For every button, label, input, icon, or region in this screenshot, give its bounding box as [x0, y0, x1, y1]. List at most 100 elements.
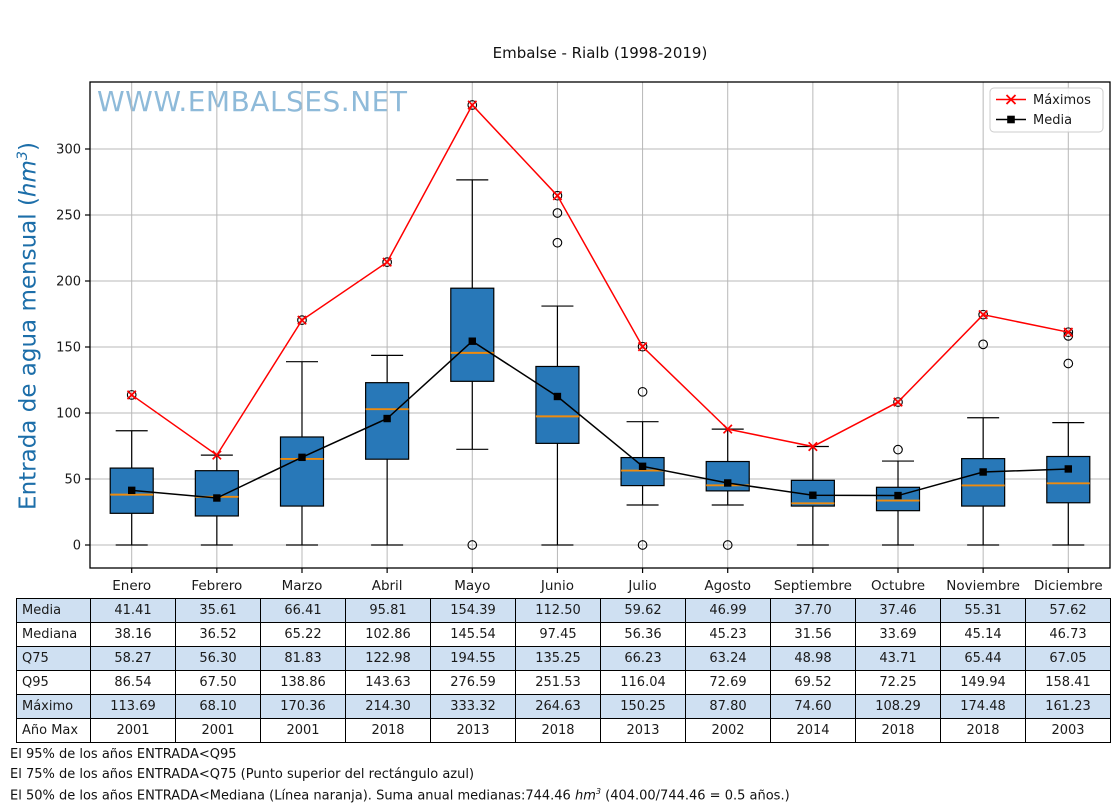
max-marker-x — [467, 100, 478, 110]
max-marker-x — [893, 397, 903, 407]
max-marker-x — [297, 315, 307, 325]
footnote-q75: El 75% de los años ENTRADA<Q75 (Punto su… — [10, 767, 475, 782]
table-cell: 45.14 — [940, 622, 1026, 647]
outlier-circle-noviembre — [978, 339, 989, 350]
max-marker-x — [1063, 327, 1074, 337]
table-cell: 74.60 — [770, 694, 856, 719]
outlier-circle-junio — [552, 208, 563, 218]
footnote-mediana-text: El 50% de los años ENTRADA<Mediana (Líne… — [10, 788, 575, 804]
table-cell: 2018 — [940, 718, 1026, 743]
boxplot-box-junio — [535, 365, 580, 444]
max-marker-x — [722, 424, 733, 434]
outlier-circle-mayo — [467, 100, 478, 110]
table-cell: 135.25 — [515, 646, 601, 671]
watermark: WWW.EMBALSES.NET — [97, 85, 408, 118]
outlier-circle-abril — [382, 257, 392, 267]
table-row-año-max: Año Max 2001 2001 2001 2018 2013 2018 2013 2002 2… — [16, 718, 1111, 743]
mean-marker-square — [213, 494, 221, 502]
x-tick-label-mayo: Mayo — [454, 578, 490, 594]
table-cell: 37.46 — [855, 598, 941, 623]
mean-marker-square — [724, 479, 732, 487]
x-tick-label-julio: Julio — [627, 578, 656, 594]
table-cell: 31.56 — [770, 622, 856, 647]
footnote-mediana-unit: hm — [574, 788, 596, 804]
table-cell: 66.23 — [600, 646, 686, 671]
table-cell: 46.99 — [685, 598, 771, 623]
table-cell: 69.52 — [770, 670, 856, 695]
table-cell: 56.36 — [600, 622, 686, 647]
max-marker-x — [978, 309, 988, 320]
outlier-circle-noviembre — [978, 309, 989, 320]
table-cell: 43.71 — [855, 646, 941, 671]
table-row-mediana: Mediana 38.16 36.52 65.22 102.86 145.54 97.45 5… — [16, 622, 1111, 647]
table-cell: 2018 — [855, 718, 941, 743]
table-cell: 143.63 — [345, 670, 431, 695]
table-cell: 66.41 — [260, 598, 346, 623]
mean-marker-square — [638, 462, 647, 471]
table-cell: 57.62 — [1025, 598, 1111, 623]
y-tick-label: 100 — [56, 407, 81, 422]
table-cell: 65.44 — [940, 646, 1026, 671]
row-label: Máximo — [16, 694, 91, 719]
x-tick-label-octubre: Octubre — [871, 578, 925, 594]
table-cell: 2018 — [515, 718, 601, 743]
legend-label: Máximos — [1033, 93, 1091, 108]
table-cell: 65.22 — [260, 622, 346, 647]
x-tick-label-marzo: Marzo — [282, 578, 323, 594]
table-cell: 264.63 — [515, 694, 601, 719]
footnote-mediana-close: (404.00/744.46 = 0.5 años.) — [600, 788, 790, 804]
outlier-circle-mayo — [467, 540, 478, 550]
mean-marker-square — [128, 486, 136, 495]
boxplot-box-noviembre — [961, 458, 1006, 507]
max-marker-x — [808, 441, 818, 452]
mean-marker-square — [298, 453, 306, 462]
table-cell: 55.31 — [940, 598, 1026, 623]
x-tick-label-febrero: Febrero — [191, 578, 242, 594]
x-tick-label-diciembre: Diciembre — [1034, 578, 1103, 594]
table-cell: 2003 — [1025, 718, 1111, 743]
table-cell: 170.36 — [260, 694, 346, 719]
table-cell: 36.52 — [175, 622, 261, 647]
x-marker-icon — [1005, 94, 1017, 105]
x-tick-label-enero: Enero — [112, 578, 151, 594]
boxplot-box-mayo — [450, 287, 495, 382]
row-label: Año Max — [16, 718, 91, 743]
mean-marker-square — [553, 392, 562, 401]
table-cell: 2018 — [345, 718, 431, 743]
table-cell: 154.39 — [430, 598, 516, 623]
table-cell: 145.54 — [430, 622, 516, 647]
mean-marker-square — [1064, 465, 1072, 473]
table-cell: 2001 — [175, 718, 261, 743]
square-marker-icon — [1007, 115, 1015, 124]
footnote-mediana-exponent: 3 — [595, 787, 601, 796]
table-cell: 59.62 — [600, 598, 686, 623]
x-tick-label-junio: Junio — [540, 578, 574, 594]
table-row-media: Media 41.41 35.61 66.41 95.81 154.39 112.50 59.… — [16, 598, 1111, 623]
row-label: Mediana — [16, 622, 91, 647]
table-cell: 108.29 — [855, 694, 941, 719]
table-cell: 2013 — [430, 718, 516, 743]
table-cell: 138.86 — [260, 670, 346, 695]
boxplot-box-febrero — [194, 470, 239, 517]
max-marker-x — [637, 341, 648, 352]
outlier-circle-diciembre — [1063, 358, 1074, 369]
mean-marker-square — [809, 491, 817, 499]
y-tick-label: 0 — [73, 539, 81, 554]
mean-marker-square — [894, 491, 902, 500]
outlier-circle-junio — [552, 190, 563, 201]
max-marker-x — [552, 190, 563, 201]
outlier-circle-octubre — [893, 444, 903, 455]
table-cell: 158.41 — [1025, 670, 1111, 695]
table-row-máximo: Máximo 113.69 68.10 170.36 214.30 333.32 264.6… — [16, 694, 1111, 719]
outlier-circle-julio — [637, 341, 648, 352]
table-cell: 33.69 — [855, 622, 941, 647]
outlier-circle-junio — [552, 237, 563, 248]
table-cell: 122.98 — [345, 646, 431, 671]
max-marker-x — [382, 257, 392, 267]
table-cell: 72.25 — [855, 670, 941, 695]
y-tick-label: 200 — [56, 275, 81, 290]
mean-marker-square — [979, 468, 987, 476]
table-cell: 102.86 — [345, 622, 431, 647]
table-cell: 37.70 — [770, 598, 856, 623]
table-cell: 67.50 — [175, 670, 261, 695]
